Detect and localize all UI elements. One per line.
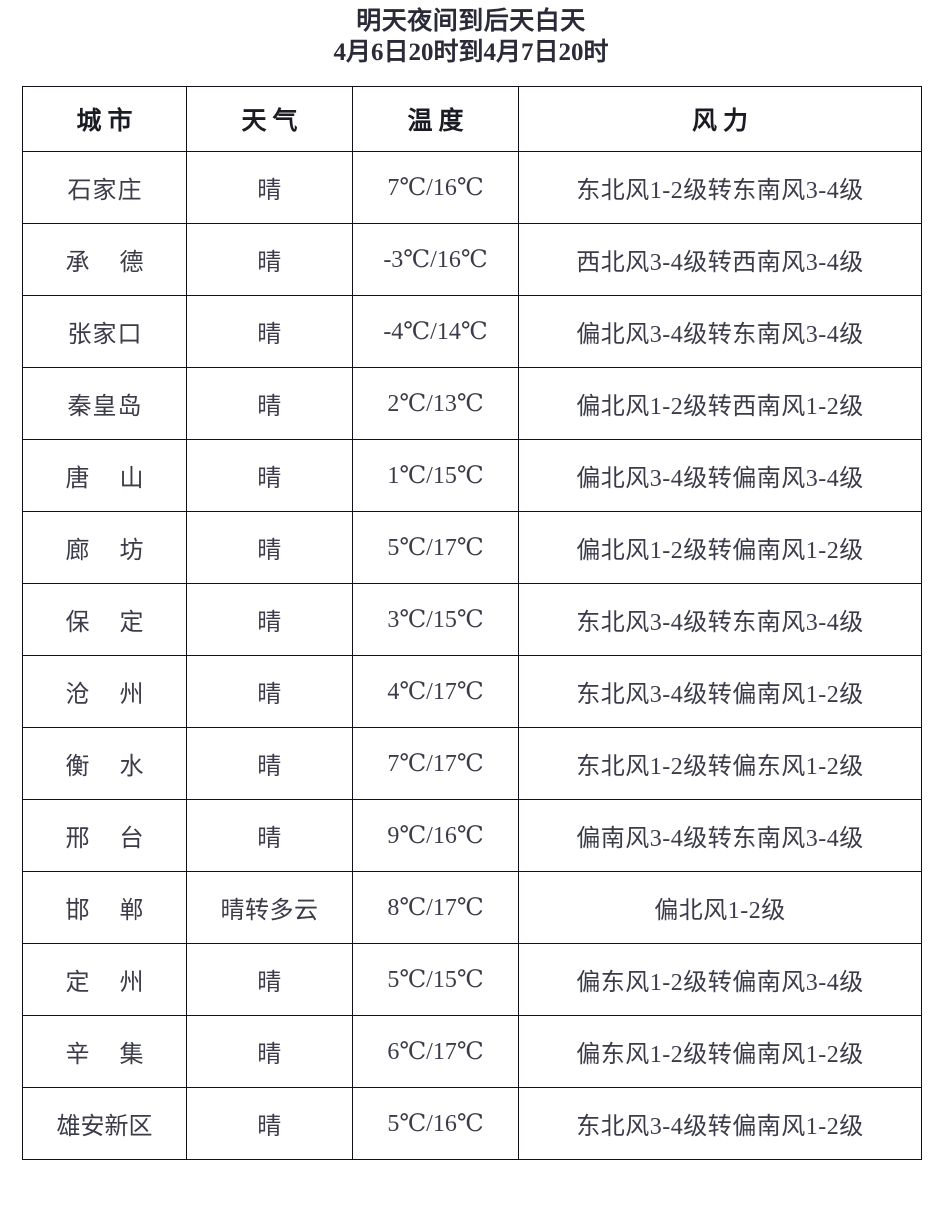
city-name: 沧州 [65, 682, 174, 708]
cell-city: 秦皇岛 [22, 367, 187, 440]
cell-temperature: -4℃/14℃ [352, 295, 519, 368]
cell-city: 衡水 [22, 727, 187, 800]
cell-weather: 晴 [186, 223, 353, 296]
table-row: 秦皇岛 晴 2℃/13℃ 偏北风1-2级转西南风1-2级 [22, 367, 922, 440]
cell-temperature: 5℃/15℃ [352, 943, 519, 1016]
cell-city: 邯郸 [22, 871, 187, 944]
city-name: 石家庄 [67, 178, 143, 204]
city-name: 定州 [65, 970, 174, 996]
cell-wind: 偏北风3-4级转东南风3-4级 [518, 295, 922, 368]
cell-temperature: 4℃/17℃ [352, 655, 519, 728]
city-name: 秦皇岛 [67, 394, 143, 420]
cell-temperature: 7℃/17℃ [352, 727, 519, 800]
cell-wind: 偏东风1-2级转偏南风1-2级 [518, 1015, 922, 1088]
table-row: 雄安新区 晴 5℃/16℃ 东北风3-4级转偏南风1-2级 [22, 1087, 922, 1160]
cell-city: 保定 [22, 583, 187, 656]
cell-wind: 偏北风3-4级转偏南风3-4级 [518, 439, 922, 512]
table-row: 承德晴 -3℃/16℃ 西北风3-4级转西南风3-4级 [22, 223, 922, 296]
cell-weather: 晴 [186, 583, 353, 656]
forecast-table-container: 城市 天气 温度 风力 石家庄晴 7℃/16℃ 东北风1-2级转东南风3-4级 承德晴… [22, 86, 922, 1160]
city-name: 承德 [65, 250, 174, 276]
cell-wind: 偏南风3-4级转东南风3-4级 [518, 799, 922, 872]
cell-temperature: 5℃/16℃ [352, 1087, 519, 1160]
cell-temperature: 8℃/17℃ [352, 871, 519, 944]
table-row: 唐山晴 1℃/15℃ 偏北风3-4级转偏南风3-4级 [22, 439, 922, 512]
cell-city: 邢台 [22, 799, 187, 872]
cell-city: 沧州 [22, 655, 187, 728]
cell-weather: 晴 [186, 1087, 353, 1160]
forecast-table: 城市 天气 温度 风力 石家庄晴 7℃/16℃ 东北风1-2级转东南风3-4级 承德晴… [22, 86, 922, 1160]
table-row: 沧州晴 4℃/17℃ 东北风3-4级转偏南风1-2级 [22, 655, 922, 728]
city-name: 邯郸 [65, 898, 174, 924]
cell-temperature: 3℃/15℃ [352, 583, 519, 656]
city-name: 张家口 [67, 322, 143, 348]
cell-wind: 东北风1-2级转东南风3-4级 [518, 151, 922, 224]
cell-weather: 晴 [186, 511, 353, 584]
cell-wind: 东北风3-4级转偏南风1-2级 [518, 655, 922, 728]
cell-temperature: 6℃/17℃ [352, 1015, 519, 1088]
title-block: 明天夜间到后天白天 4月6日20时到4月7日20时 [0, 0, 942, 68]
cell-wind: 偏北风1-2级转西南风1-2级 [518, 367, 922, 440]
city-name: 邢台 [65, 826, 174, 852]
table-row: 定州晴 5℃/15℃ 偏东风1-2级转偏南风3-4级 [22, 943, 922, 1016]
cell-weather: 晴转多云 [186, 871, 353, 944]
column-header-temperature: 温度 [352, 86, 519, 152]
table-row: 廊坊晴 5℃/17℃ 偏北风1-2级转偏南风1-2级 [22, 511, 922, 584]
column-header-city: 城市 [22, 86, 187, 152]
cell-wind: 偏北风1-2级转偏南风1-2级 [518, 511, 922, 584]
table-row: 保定晴 3℃/15℃ 东北风3-4级转东南风3-4级 [22, 583, 922, 656]
cell-wind: 东北风3-4级转偏南风1-2级 [518, 1087, 922, 1160]
table-header-row: 城市 天气 温度 风力 [22, 86, 922, 152]
city-name: 雄安新区 [56, 1114, 153, 1140]
cell-city: 唐山 [22, 439, 187, 512]
cell-wind: 东北风1-2级转偏东风1-2级 [518, 727, 922, 800]
city-name: 廊坊 [65, 538, 174, 564]
title-period: 明天夜间到后天白天 [356, 8, 586, 35]
cell-weather: 晴 [186, 655, 353, 728]
city-name: 保定 [65, 610, 174, 636]
column-header-wind: 风力 [518, 86, 922, 152]
cell-weather: 晴 [186, 943, 353, 1016]
cell-city: 辛集 [22, 1015, 187, 1088]
cell-weather: 晴 [186, 1015, 353, 1088]
city-name: 衡水 [65, 754, 174, 780]
cell-temperature: 1℃/15℃ [352, 439, 519, 512]
table-body: 石家庄晴 7℃/16℃ 东北风1-2级转东南风3-4级 承德晴 -3℃/16℃ 西北风3-… [22, 151, 922, 1160]
column-header-weather: 天气 [186, 86, 353, 152]
cell-wind: 偏北风1-2级 [518, 871, 922, 944]
cell-temperature: 7℃/16℃ [352, 151, 519, 224]
cell-wind: 西北风3-4级转西南风3-4级 [518, 223, 922, 296]
cell-city: 张家口 [22, 295, 187, 368]
cell-city: 承德 [22, 223, 187, 296]
table-row: 张家口 晴 -4℃/14℃ 偏北风3-4级转东南风3-4级 [22, 295, 922, 368]
cell-city: 定州 [22, 943, 187, 1016]
table-row: 辛集晴 6℃/17℃ 偏东风1-2级转偏南风1-2级 [22, 1015, 922, 1088]
cell-temperature: -3℃/16℃ [352, 223, 519, 296]
cell-city: 石家庄 [22, 151, 187, 224]
cell-temperature: 2℃/13℃ [352, 367, 519, 440]
city-name: 唐山 [65, 466, 174, 492]
cell-weather: 晴 [186, 295, 353, 368]
cell-wind: 偏东风1-2级转偏南风3-4级 [518, 943, 922, 1016]
table-row: 石家庄 晴 7℃/16℃ 东北风1-2级转东南风3-4级 [22, 151, 922, 224]
table-row: 衡水晴 7℃/17℃ 东北风1-2级转偏东风1-2级 [22, 727, 922, 800]
cell-weather: 晴 [186, 151, 353, 224]
cell-weather: 晴 [186, 439, 353, 512]
cell-weather: 晴 [186, 799, 353, 872]
table-row: 邯郸 晴转多云 8℃/17℃ 偏北风1-2级 [22, 871, 922, 944]
cell-temperature: 5℃/17℃ [352, 511, 519, 584]
cell-city: 廊坊 [22, 511, 187, 584]
city-name: 辛集 [65, 1042, 174, 1068]
cell-weather: 晴 [186, 727, 353, 800]
title-time-range: 4月6日20时到4月7日20时 [333, 39, 609, 66]
cell-wind: 东北风3-4级转东南风3-4级 [518, 583, 922, 656]
cell-city: 雄安新区 [22, 1087, 187, 1160]
cell-weather: 晴 [186, 367, 353, 440]
cell-temperature: 9℃/16℃ [352, 799, 519, 872]
table-row: 邢台晴 9℃/16℃ 偏南风3-4级转东南风3-4级 [22, 799, 922, 872]
